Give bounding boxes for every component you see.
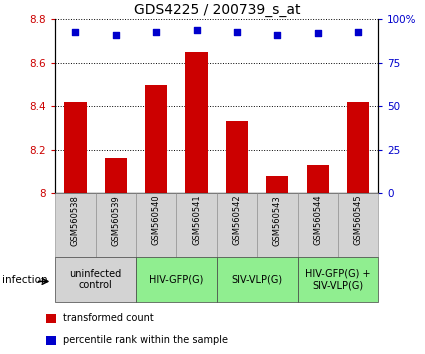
Point <box>72 29 79 34</box>
Bar <box>306 165 329 193</box>
Text: GSM560543: GSM560543 <box>273 195 282 246</box>
Bar <box>96 193 136 257</box>
Text: GSM560544: GSM560544 <box>313 195 322 245</box>
Text: GSM560542: GSM560542 <box>232 195 241 245</box>
Bar <box>136 257 217 302</box>
Bar <box>338 193 378 257</box>
Point <box>153 29 159 34</box>
Title: GDS4225 / 200739_s_at: GDS4225 / 200739_s_at <box>133 3 300 17</box>
Text: GSM560538: GSM560538 <box>71 195 80 246</box>
Text: GSM560545: GSM560545 <box>354 195 363 245</box>
Bar <box>105 158 127 193</box>
Text: HIV-GFP(G) +
SIV-VLP(G): HIV-GFP(G) + SIV-VLP(G) <box>305 269 371 291</box>
Bar <box>185 52 208 193</box>
Text: SIV-VLP(G): SIV-VLP(G) <box>232 275 283 285</box>
Bar <box>176 193 217 257</box>
Bar <box>298 257 378 302</box>
Bar <box>347 102 369 193</box>
Point <box>354 29 361 34</box>
Bar <box>55 193 96 257</box>
Bar <box>298 193 338 257</box>
Point <box>314 30 321 36</box>
Point <box>274 32 280 38</box>
Bar <box>46 336 56 345</box>
Bar <box>217 257 298 302</box>
Bar <box>266 176 289 193</box>
Text: GSM560540: GSM560540 <box>152 195 161 245</box>
Bar <box>217 193 257 257</box>
Bar <box>55 257 136 302</box>
Text: uninfected
control: uninfected control <box>70 269 122 291</box>
Text: percentile rank within the sample: percentile rank within the sample <box>63 335 228 345</box>
Point <box>193 27 200 33</box>
Text: HIV-GFP(G): HIV-GFP(G) <box>149 275 204 285</box>
Bar <box>46 314 56 323</box>
Bar <box>145 85 167 193</box>
Bar <box>257 193 298 257</box>
Text: GSM560539: GSM560539 <box>111 195 120 246</box>
Bar <box>226 121 248 193</box>
Point <box>233 29 240 34</box>
Bar <box>64 102 87 193</box>
Text: GSM560541: GSM560541 <box>192 195 201 245</box>
Point <box>112 32 119 38</box>
Bar <box>136 193 176 257</box>
Text: infection: infection <box>2 275 48 285</box>
Text: transformed count: transformed count <box>63 313 154 323</box>
